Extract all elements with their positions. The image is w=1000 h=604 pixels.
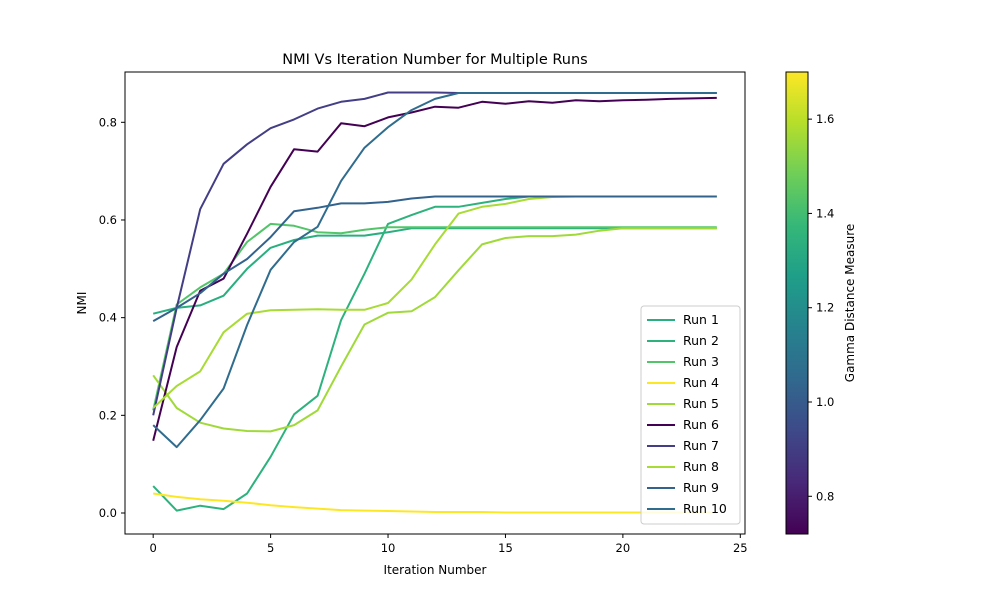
legend-label-run-4: Run 4 <box>683 375 719 390</box>
x-tick-label: 0 <box>150 541 157 555</box>
chart-title: NMI Vs Iteration Number for Multiple Run… <box>282 52 587 68</box>
plot-frame <box>124 71 746 535</box>
legend-label-run-6: Run 6 <box>683 417 719 432</box>
x-tick-label: 25 <box>733 541 748 555</box>
series-line-run-1 <box>152 227 717 315</box>
x-tick-label: 5 <box>267 541 274 555</box>
colorbar-gradient <box>785 71 809 535</box>
y-tick-label: 0.6 <box>99 213 117 227</box>
legend-label-run-1: Run 1 <box>683 312 719 327</box>
colorbar-label: Gamma Distance Measure <box>843 224 857 382</box>
series-line-run-6 <box>152 96 717 441</box>
legend-label-run-7: Run 7 <box>683 438 719 453</box>
legend-box <box>640 305 741 525</box>
legend-label-run-9: Run 9 <box>683 480 719 495</box>
x-axis-label: Iteration Number <box>384 563 487 577</box>
y-tick-label: 0.4 <box>99 311 117 325</box>
colorbar-tick-label: 1.6 <box>816 112 834 126</box>
x-tick-label: 15 <box>498 541 513 555</box>
y-tick-label: 0.2 <box>99 408 117 422</box>
plot-area <box>152 91 717 514</box>
axes: 0 5 10 15 20 25 0.0 0.2 0.4 0.6 0.8 <box>99 71 748 555</box>
x-tick-label: 10 <box>381 541 396 555</box>
colorbar-tick-label: 1.0 <box>816 395 834 409</box>
series-line-run-4 <box>153 492 717 514</box>
legend-label-run-10: Run 10 <box>683 501 727 516</box>
y-tick-label: 0.0 <box>99 506 117 520</box>
x-tick-label: 20 <box>616 541 631 555</box>
legend-label-run-2: Run 2 <box>683 333 719 348</box>
y-tick-label: 0.8 <box>99 115 117 129</box>
series-line-run-10 <box>152 92 717 449</box>
series-line-run-5 <box>152 227 717 433</box>
legend-label-run-8: Run 8 <box>683 459 719 474</box>
legend-label-run-5: Run 5 <box>683 396 719 411</box>
legend-label-run-3: Run 3 <box>683 354 719 369</box>
series-line-run-9 <box>152 195 717 322</box>
colorbar-tick-label: 0.8 <box>816 489 834 503</box>
colorbar-tick-label: 1.2 <box>816 301 834 315</box>
colorbar: 0.8 1.0 1.2 1.4 1.6 <box>785 71 834 535</box>
colorbar-tick-label: 1.4 <box>816 206 834 220</box>
legend: Run 1 Run 2 Run 3 Run 4 Run 5 Run 6 Run 7 Run 8… <box>640 305 741 525</box>
y-axis-label: NMI <box>75 292 89 315</box>
